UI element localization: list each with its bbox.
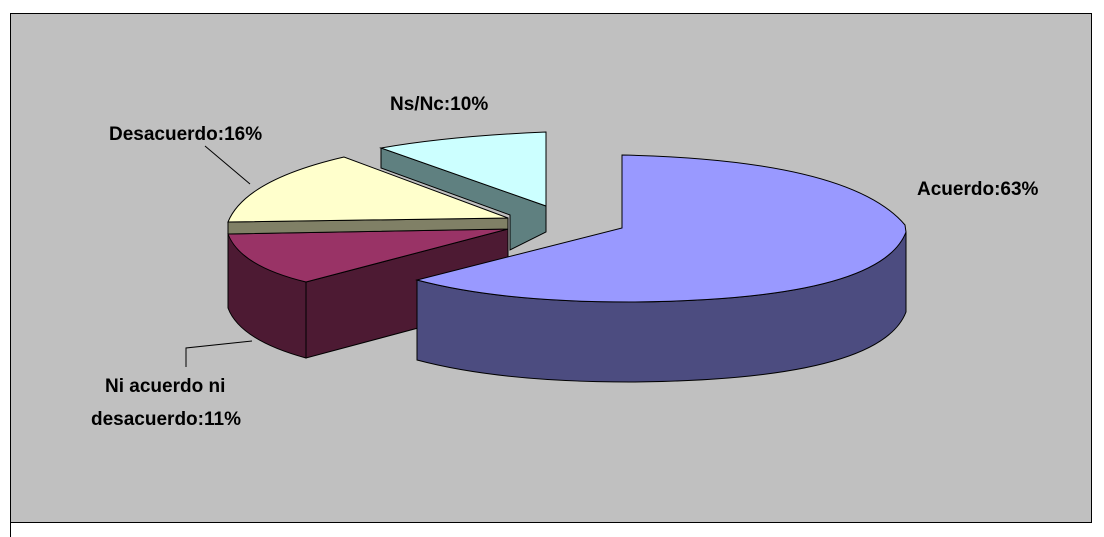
slice-nsnc-top [379, 131, 547, 207]
label-desacuerdo: Desacuerdo:16% [109, 124, 262, 145]
slice-acuerdo-top [415, 154, 907, 303]
leader-line-ni-acuerdo [185, 340, 253, 367]
leader-line-desacuerdo [204, 145, 251, 185]
label-ni-acuerdo-line1: Ni acuerdo ni [105, 376, 225, 397]
pie-slices [227, 131, 907, 383]
slice-desacuerdo-top [227, 156, 509, 223]
chart-area-bottom-cut [0, 523, 1104, 537]
slice-acuerdo [415, 154, 907, 383]
label-ni-acuerdo-line2: desacuerdo:11% [91, 409, 241, 430]
slice-nsnc [379, 131, 547, 251]
slice-ni-acuerdo [227, 228, 509, 359]
label-nsnc: Ns/Nc:10% [390, 94, 488, 115]
slice-ni-acuerdo-top [227, 228, 509, 283]
chart-area-left-edge [10, 523, 11, 537]
label-acuerdo: Acuerdo:63% [917, 179, 1039, 200]
